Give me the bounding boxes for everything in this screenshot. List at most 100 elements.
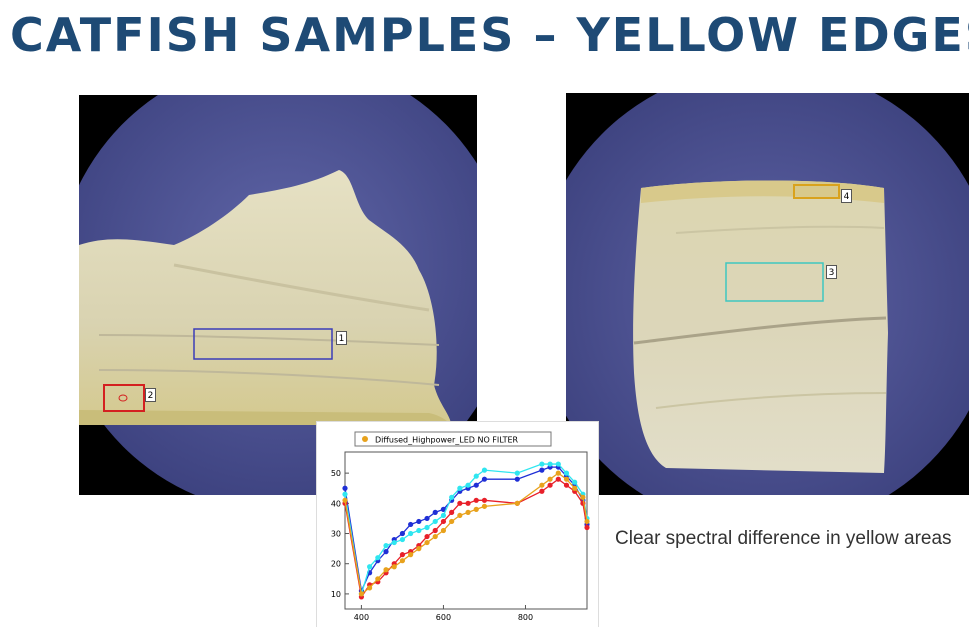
data-point <box>514 500 520 506</box>
data-point <box>416 546 422 552</box>
data-point <box>539 488 545 494</box>
roi-label-2: 2 <box>145 388 156 402</box>
data-point <box>457 485 463 491</box>
data-point <box>465 509 471 515</box>
roi-box-4[interactable] <box>793 184 840 199</box>
roi-box-3[interactable] <box>725 262 824 302</box>
data-point <box>399 552 406 558</box>
data-point <box>481 476 488 482</box>
data-point <box>473 497 479 503</box>
data-point <box>563 482 570 488</box>
data-point <box>584 524 590 531</box>
series-line <box>344 472 588 596</box>
data-point <box>367 564 373 570</box>
data-point <box>547 476 553 482</box>
data-point <box>481 467 488 473</box>
data-point <box>383 542 389 549</box>
catfish-sample-left-photo: 1 2 <box>79 95 477 495</box>
data-point <box>563 476 570 482</box>
data-point <box>424 533 430 540</box>
plot-frame <box>344 451 588 610</box>
chart-legend: Diffused_Highpower_LED NO FILTER <box>354 431 552 447</box>
data-point <box>580 494 586 500</box>
data-point <box>449 518 455 525</box>
data-point <box>547 482 553 488</box>
data-point <box>449 494 455 500</box>
y-tick-label: 50 <box>331 469 341 478</box>
spectral-chart-svg: Diffused_Highpower_LED NO FILTER 10 20 30 4… <box>331 431 590 622</box>
data-point <box>416 527 422 534</box>
data-point <box>432 533 438 540</box>
x-tick-label: 600 <box>436 613 451 622</box>
data-point <box>539 482 545 488</box>
x-tick-label: 800 <box>518 613 533 622</box>
data-point <box>424 515 430 522</box>
data-point <box>383 567 389 573</box>
data-point <box>555 470 561 476</box>
data-point <box>391 539 397 546</box>
data-point <box>383 549 389 555</box>
data-point <box>572 485 578 491</box>
data-point <box>539 467 545 473</box>
data-point <box>514 470 520 476</box>
data-point <box>563 470 570 476</box>
catfish-sample-right-photo: 3 4 <box>566 93 969 495</box>
data-point <box>358 591 365 597</box>
data-point <box>375 576 381 582</box>
data-point <box>440 506 447 512</box>
data-point <box>555 476 561 482</box>
data-point <box>367 585 373 591</box>
data-point <box>465 500 471 506</box>
data-point <box>432 509 438 515</box>
roi-box-2[interactable] <box>103 384 145 412</box>
data-point <box>408 552 414 558</box>
data-point <box>481 503 488 509</box>
series-line <box>344 478 588 599</box>
data-point <box>539 461 545 467</box>
data-point <box>514 476 520 482</box>
data-point <box>440 527 447 534</box>
x-tick-label: 400 <box>354 613 369 622</box>
data-point <box>473 506 479 512</box>
data-point <box>465 482 471 488</box>
data-point <box>547 461 553 467</box>
caption-text: Clear spectral difference in yellow area… <box>615 528 952 549</box>
data-point <box>440 512 447 519</box>
spectral-chart: Diffused_Highpower_LED NO FILTER 10 20 30 4… <box>317 422 598 627</box>
series-2 <box>342 461 590 597</box>
data-point <box>416 518 422 525</box>
data-point <box>481 497 488 503</box>
data-point <box>457 500 463 506</box>
legend-marker <box>362 436 368 442</box>
data-point <box>432 527 438 534</box>
data-point <box>399 530 406 537</box>
data-point <box>440 518 447 525</box>
data-point <box>584 518 590 525</box>
data-point <box>572 479 578 485</box>
data-point <box>555 461 561 467</box>
data-point <box>399 558 406 564</box>
data-point <box>457 512 463 519</box>
y-tick-label: 40 <box>331 499 341 508</box>
data-point <box>342 497 348 503</box>
legend-label: Diffused_Highpower_LED NO FILTER <box>375 436 519 445</box>
series-4 <box>342 470 590 597</box>
y-tick-label: 30 <box>331 530 341 539</box>
roi-label-4: 4 <box>841 189 852 203</box>
fillet-shape <box>79 170 451 425</box>
data-point <box>408 521 414 528</box>
fillet-illustration-left <box>79 95 477 495</box>
slide-title: CATFISH SAMPLES – YELLOW EDGES <box>10 8 969 62</box>
data-point <box>399 536 406 543</box>
data-point <box>473 482 479 488</box>
roi-box-1[interactable] <box>193 328 333 360</box>
series-3 <box>342 476 590 600</box>
data-point <box>424 524 430 531</box>
roi-label-1: 1 <box>336 331 347 345</box>
data-point <box>432 518 438 525</box>
y-tick-label: 20 <box>331 560 341 569</box>
data-point <box>342 485 348 491</box>
data-point <box>342 491 348 497</box>
data-point <box>408 530 414 537</box>
y-tick-label: 10 <box>331 590 341 599</box>
